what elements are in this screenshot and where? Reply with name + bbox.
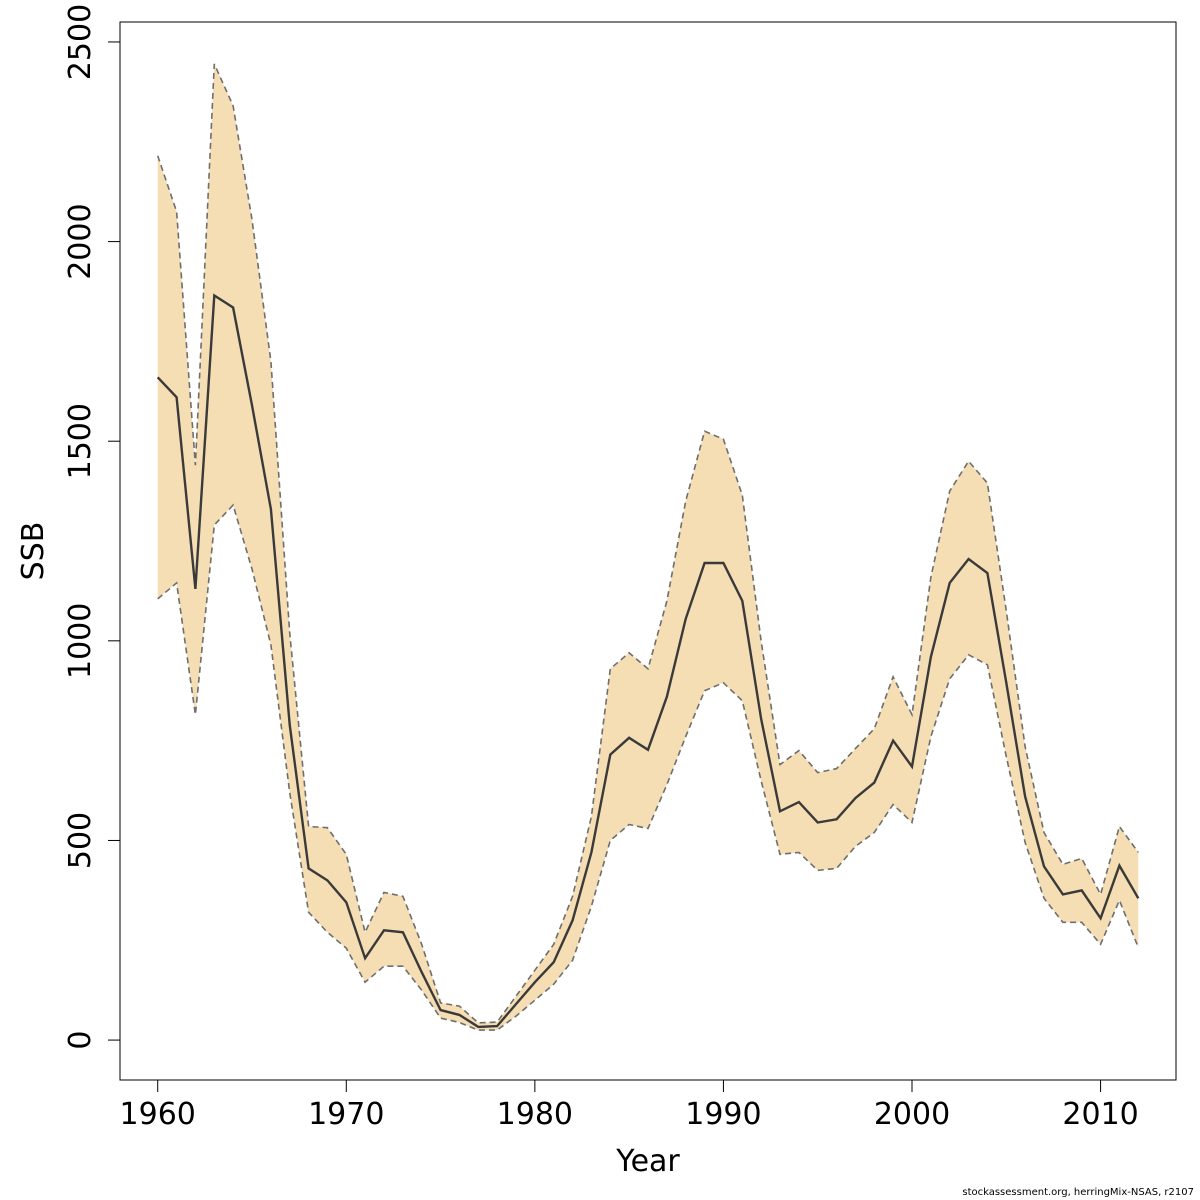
y-tick-label: 2500 (63, 4, 98, 80)
upper-bound-line (156, 63, 1139, 1024)
y-tick-label: 0 (63, 1031, 98, 1050)
confidence-band-layer (157, 63, 1139, 1031)
axes: 1960 1970 1980 1990 2000 2010 0 500 1000 1500 2000… (16, 4, 1139, 1179)
x-tick-label: 1980 (497, 1097, 573, 1132)
x-tick-label: 2010 (1062, 1097, 1138, 1132)
x-tick-label: 1990 (685, 1097, 761, 1132)
y-tick-label: 1000 (63, 603, 98, 679)
confidence-band (157, 63, 1139, 1031)
y-tick-label: 1500 (63, 403, 98, 479)
y-tick-label: 500 (63, 812, 98, 869)
y-axis-title: SSB (16, 522, 51, 581)
x-tick-label: 1970 (308, 1097, 384, 1132)
series-line-layer (156, 63, 1140, 1031)
x-tick-label: 1960 (120, 1097, 196, 1132)
x-tick-label: 2000 (874, 1097, 950, 1132)
lower-bound-line (157, 503, 1140, 1031)
y-tick-label: 2000 (63, 203, 98, 279)
footer-credit: stockassessment.org, herringMix-NSAS, r2… (962, 1187, 1194, 1198)
ssb-estimate-line (156, 293, 1140, 1029)
x-axis-title: Year (615, 1144, 680, 1179)
